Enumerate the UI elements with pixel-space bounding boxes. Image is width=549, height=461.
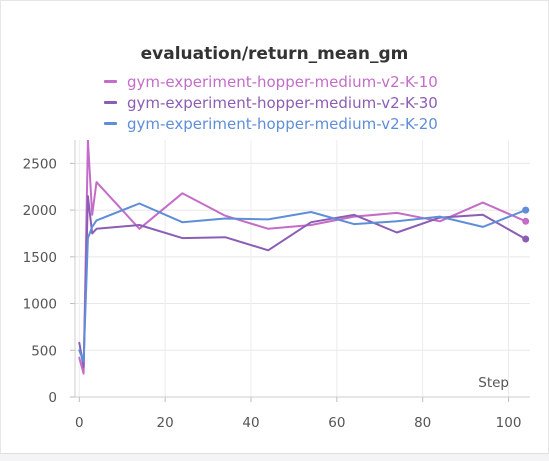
x-tick-label: 0 — [75, 415, 84, 431]
legend-item[interactable]: gym-experiment-hopper-medium-v2-K-20 — [104, 113, 438, 134]
x-axis-title: Step — [478, 375, 509, 391]
y-tick-label: 500 — [31, 343, 57, 359]
series-line-3[interactable] — [78, 202, 527, 363]
y-tick-label: 2000 — [23, 203, 57, 219]
y-tick-label: 1000 — [23, 297, 57, 313]
series-end-point[interactable] — [522, 235, 530, 243]
x-tick-label: 80 — [414, 415, 431, 431]
axes — [70, 140, 530, 402]
legend-item[interactable]: gym-experiment-hopper-medium-v2-K-30 — [104, 92, 438, 113]
series-end-point[interactable] — [522, 217, 530, 225]
tick-labels: 0 500 1000 1500 2000 2500 0 20 40 60 80 100 Step — [23, 156, 522, 431]
legend-item[interactable]: gym-experiment-hopper-medium-v2-K-10 — [104, 71, 438, 92]
x-tick-label: 20 — [157, 415, 174, 431]
x-tick-label: 40 — [242, 415, 259, 431]
series-lines — [78, 140, 527, 375]
y-tick-label: 2500 — [23, 156, 57, 172]
chart-title: evaluation/return_mean_gm — [140, 44, 409, 64]
y-tick-label: 0 — [48, 390, 57, 406]
y-tick-label: 1500 — [23, 250, 57, 266]
legend-label: gym-experiment-hopper-medium-v2-K-20 — [127, 114, 438, 133]
x-tick-label: 100 — [496, 415, 522, 431]
x-tick-label: 60 — [328, 415, 345, 431]
legend: gym-experiment-hopper-medium-v2-K-10 gym… — [104, 71, 438, 134]
bottom-strip — [0, 453, 549, 461]
legend-swatch — [104, 122, 117, 125]
legend-swatch — [104, 101, 117, 104]
grid — [75, 140, 530, 397]
legend-label: gym-experiment-hopper-medium-v2-K-10 — [127, 72, 438, 91]
legend-label: gym-experiment-hopper-medium-v2-K-30 — [127, 93, 438, 112]
series-line-2[interactable] — [78, 195, 527, 369]
legend-swatch — [104, 80, 117, 83]
series-end-point[interactable] — [522, 206, 530, 214]
